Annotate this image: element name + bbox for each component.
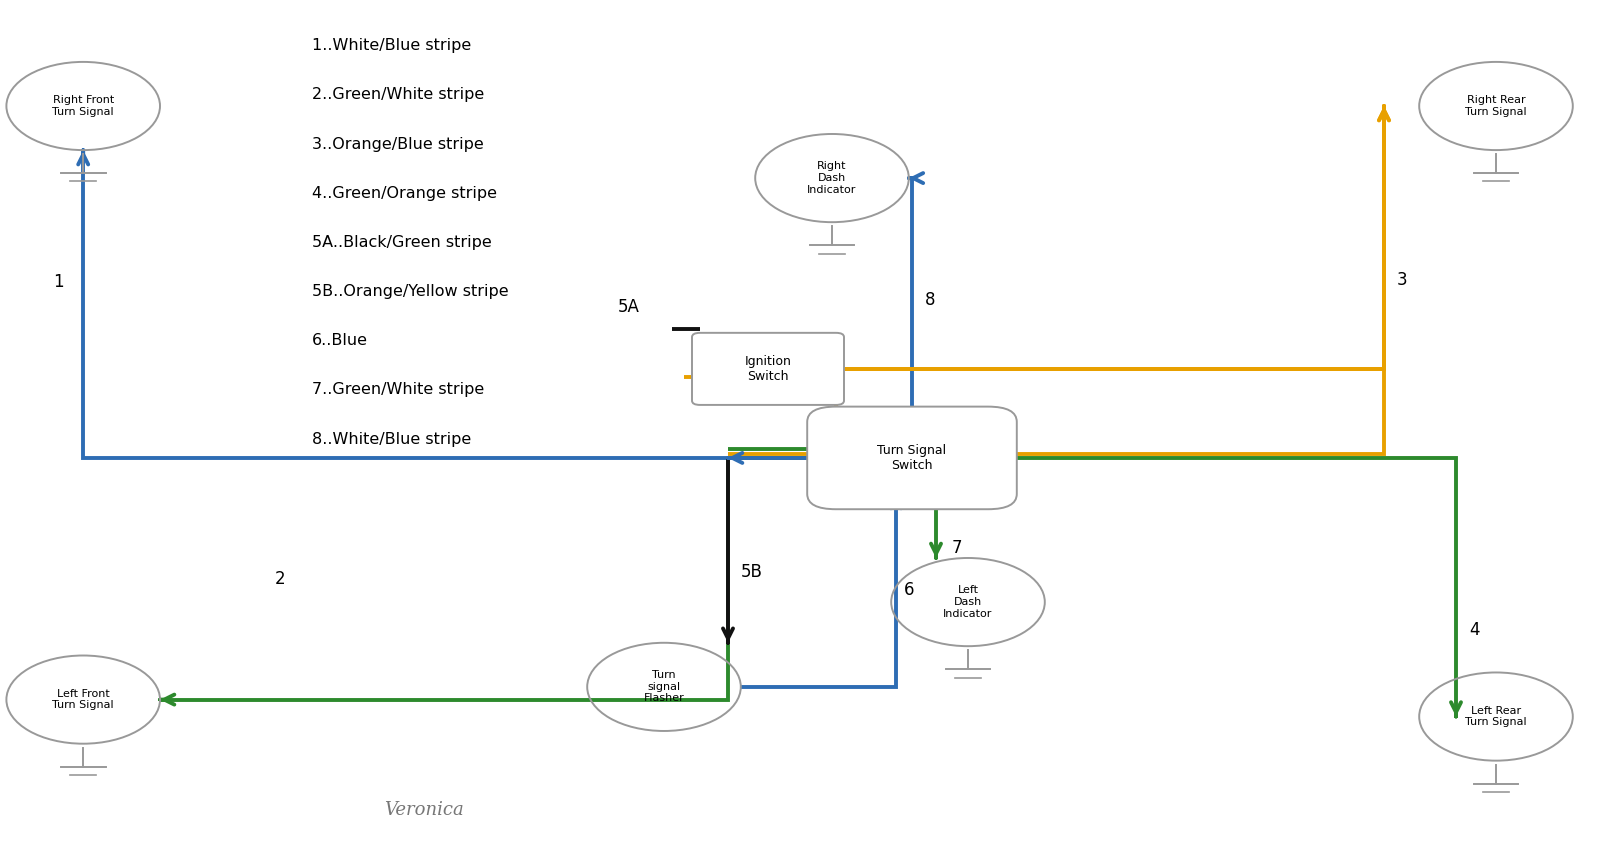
- FancyBboxPatch shape: [806, 407, 1018, 509]
- Text: 5A..Black/Green stripe: 5A..Black/Green stripe: [312, 235, 491, 250]
- Text: 5B..Orange/Yellow stripe: 5B..Orange/Yellow stripe: [312, 284, 509, 299]
- Text: Ignition
Switch: Ignition Switch: [744, 354, 792, 383]
- Text: Left
Dash
Indicator: Left Dash Indicator: [944, 585, 992, 619]
- Text: 6..Blue: 6..Blue: [312, 333, 368, 349]
- Text: Left Front
Turn Signal: Left Front Turn Signal: [53, 689, 114, 711]
- Text: Right Rear
Turn Signal: Right Rear Turn Signal: [1466, 95, 1526, 117]
- Text: 4: 4: [1469, 621, 1480, 639]
- Text: 2..Green/White stripe: 2..Green/White stripe: [312, 87, 485, 103]
- Text: Right Front
Turn Signal: Right Front Turn Signal: [53, 95, 114, 117]
- Text: 1..White/Blue stripe: 1..White/Blue stripe: [312, 38, 472, 53]
- Text: 1: 1: [53, 273, 64, 291]
- Text: 4..Green/Orange stripe: 4..Green/Orange stripe: [312, 186, 498, 201]
- Text: 3: 3: [1397, 271, 1408, 289]
- Text: 7..Green/White stripe: 7..Green/White stripe: [312, 382, 485, 398]
- Text: 8: 8: [925, 291, 936, 309]
- Text: 2: 2: [275, 570, 286, 588]
- Text: 3..Orange/Blue stripe: 3..Orange/Blue stripe: [312, 137, 483, 152]
- Text: Veronica: Veronica: [384, 801, 464, 819]
- Text: 5A: 5A: [618, 298, 640, 316]
- FancyBboxPatch shape: [691, 333, 845, 405]
- Text: Left Rear
Turn Signal: Left Rear Turn Signal: [1466, 706, 1526, 728]
- Text: 7: 7: [952, 539, 963, 557]
- Text: 6: 6: [904, 582, 915, 600]
- Text: Turn
signal
Flasher: Turn signal Flasher: [643, 670, 685, 704]
- Text: Right
Dash
Indicator: Right Dash Indicator: [808, 161, 856, 195]
- Text: 8..White/Blue stripe: 8..White/Blue stripe: [312, 432, 472, 447]
- Text: Turn Signal
Switch: Turn Signal Switch: [877, 444, 947, 472]
- Text: 5B: 5B: [741, 563, 763, 582]
